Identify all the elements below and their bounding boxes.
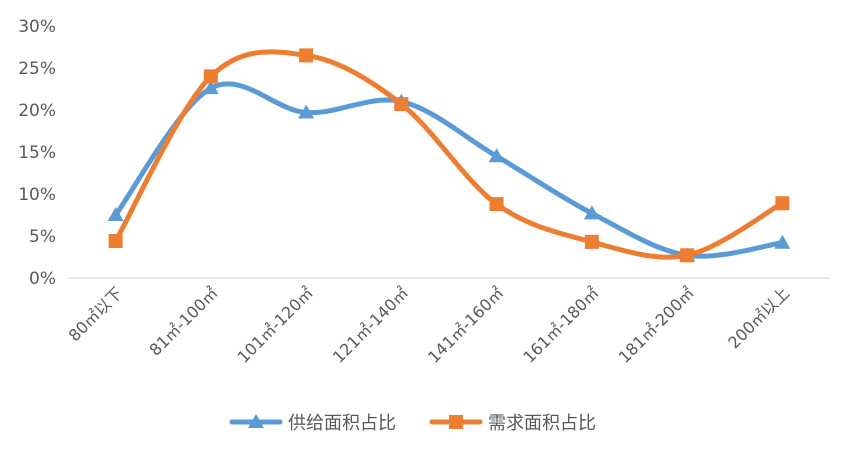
x-tick-label: 101㎡-120㎡ [234,283,317,366]
y-tick-label: 30% [18,17,56,37]
data-point [108,234,123,249]
series-line [113,81,785,259]
series-2 [108,48,790,263]
x-tick-label: 81㎡-100㎡ [146,283,222,359]
y-tick-label: 20% [18,101,56,121]
y-tick-label: 5% [29,227,56,247]
data-point [202,80,219,95]
y-tick-label: 25% [18,59,56,79]
series-layer [107,48,791,263]
x-tick-label: 161㎡-180㎡ [519,283,602,366]
y-tick-label: 10% [18,185,56,205]
data-point [298,104,315,119]
data-point [488,148,505,163]
legend: 供给面积占比 需求面积占比 [229,413,596,434]
y-axis-ticks: 0% 5% 10% 15% 20% 25% 30% [18,17,56,289]
data-point [394,97,409,112]
legend-marker [449,415,463,429]
data-point [774,234,791,249]
legend-item: 需求面积占比 [429,413,596,434]
x-tick-label: 141㎡-160㎡ [424,283,507,366]
x-tick-label: 181㎡-200㎡ [615,283,698,366]
data-point [299,48,314,63]
series-1 [107,80,791,262]
x-axis-ticks: 80㎡以下 81㎡-100㎡ 101㎡-120㎡ 121㎡-140㎡ 141㎡-160㎡… [65,283,794,366]
legend-marker [248,414,264,428]
data-point [203,69,218,84]
data-point [489,197,504,212]
legend-label: 供给面积占比 [288,413,396,434]
data-point [584,234,599,249]
x-tick-label: 200㎡以上 [724,283,793,352]
data-point [107,207,124,221]
x-tick-label: 121㎡-140㎡ [329,283,412,366]
y-tick-label: 0% [29,269,56,289]
y-tick-label: 15% [18,143,56,163]
data-point [680,248,695,263]
data-point [583,205,600,220]
data-point [775,196,790,211]
x-tick-label: 80㎡以下 [65,283,127,345]
legend-item: 供给面积占比 [229,413,396,434]
legend-label: 需求面积占比 [488,413,596,434]
